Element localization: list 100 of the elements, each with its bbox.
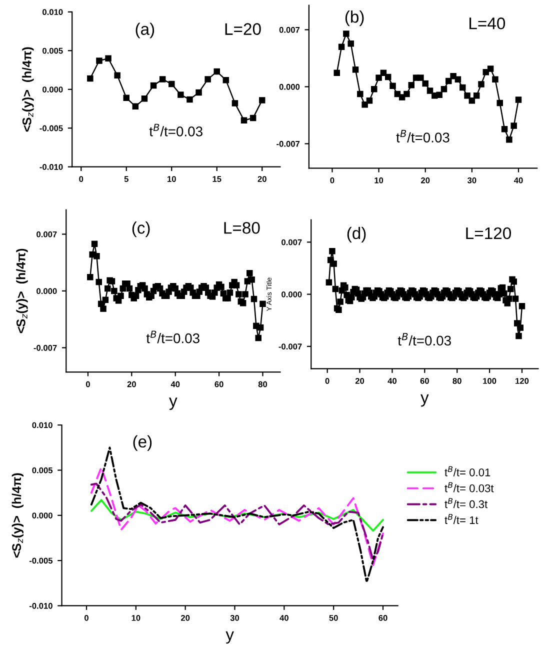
point xyxy=(492,76,498,83)
y-tick-label: -0.005 xyxy=(29,558,53,564)
y-tick-label: 0.000 xyxy=(32,512,52,518)
point xyxy=(178,92,184,98)
point xyxy=(338,44,345,50)
annotation: t$^{B}$/t=0.03 xyxy=(396,130,450,142)
y-tick-label: 0.007 xyxy=(36,231,57,238)
point xyxy=(464,92,470,99)
point xyxy=(408,82,415,88)
y-tick-label: 0.000 xyxy=(36,288,57,294)
x-axis-title: y xyxy=(226,631,234,644)
y-tick-label: 0.007 xyxy=(282,239,302,246)
annotation: t$^{B}$/t=0.03 xyxy=(398,333,451,346)
y-tick-label: 0.000 xyxy=(279,84,300,90)
y-tick-label: 0.010 xyxy=(32,422,52,428)
point xyxy=(390,82,396,90)
point xyxy=(232,100,238,106)
point xyxy=(150,82,157,89)
x-tick-label: 60 xyxy=(214,381,224,388)
point xyxy=(87,75,94,82)
x-tick-label: 10 xyxy=(132,614,140,621)
x-tick-label: 20 xyxy=(258,176,266,182)
annotation: L=120 xyxy=(466,227,511,240)
point xyxy=(258,97,266,104)
y-tick-label: -0.005 xyxy=(40,125,63,132)
x-tick-label: 0 xyxy=(79,176,84,182)
point xyxy=(418,74,424,81)
point xyxy=(501,126,508,132)
point xyxy=(250,114,256,122)
x-tick-label: 0 xyxy=(84,614,88,621)
point xyxy=(141,96,148,102)
annotation: (b) xyxy=(345,10,364,26)
point xyxy=(159,76,166,82)
legend-label: t$^{B}$/t= 1t xyxy=(444,514,478,524)
y-axis-title: <S$_{z}$(y)> (h/4π) xyxy=(22,47,34,132)
annotation: L=40 xyxy=(470,18,506,30)
y-axis-title: <S$_{z}$(y)> (h/4π) xyxy=(16,248,28,334)
y-tick-label: -0.010 xyxy=(29,602,52,609)
line-series xyxy=(90,466,384,566)
annotation: (d) xyxy=(347,226,366,242)
y-tick-label: 0.005 xyxy=(32,467,53,474)
point xyxy=(436,92,442,98)
legend-label: t$^{B}$/t= 0.3t xyxy=(444,498,488,508)
point xyxy=(426,88,434,94)
point xyxy=(478,81,484,88)
x-tick-label: 60 xyxy=(378,614,388,621)
x-tick-label: 15 xyxy=(212,176,222,182)
point xyxy=(473,92,480,99)
x-tick-label: 5 xyxy=(124,176,128,182)
x-tick-label: 20 xyxy=(421,177,430,184)
x-tick-label: 80 xyxy=(258,381,268,388)
point xyxy=(384,74,392,80)
point xyxy=(352,66,359,73)
point xyxy=(440,86,448,92)
x-tick-label: 40 xyxy=(170,381,180,388)
x-tick-label: 30 xyxy=(230,614,240,621)
x-tick-label: 10 xyxy=(374,177,384,184)
line-series xyxy=(90,499,384,532)
annotation: (c) xyxy=(132,222,150,238)
point xyxy=(105,55,112,62)
point xyxy=(348,40,354,47)
y-tick-label: -0.007 xyxy=(276,140,300,147)
x-tick-label: 60 xyxy=(420,378,429,384)
point xyxy=(357,90,364,98)
point xyxy=(487,66,494,72)
x-tick-label: 120 xyxy=(516,378,529,384)
point xyxy=(506,136,512,143)
point xyxy=(515,96,522,103)
point xyxy=(343,30,350,37)
point xyxy=(132,103,139,110)
point xyxy=(362,102,368,108)
x-tick-label: 10 xyxy=(168,176,176,182)
point xyxy=(123,94,130,102)
annotation: t$^{B}$/t=0.03 xyxy=(149,124,202,136)
y-tick-label: 0.007 xyxy=(279,26,300,33)
point xyxy=(376,74,382,81)
point xyxy=(459,84,466,91)
annotation: t$^{B}$/t=0.03 xyxy=(146,330,200,344)
point xyxy=(214,68,220,75)
point xyxy=(366,97,373,104)
annotation: L=20 xyxy=(225,23,261,35)
x-tick-label: 50 xyxy=(329,614,338,621)
x-tick-label: 100 xyxy=(483,378,496,384)
x-tick-label: 40 xyxy=(280,614,288,621)
x-tick-label: 0 xyxy=(86,381,90,388)
point xyxy=(186,96,193,103)
x-axis-title: y xyxy=(420,394,429,407)
y-tick-label: 0.000 xyxy=(282,291,302,298)
point xyxy=(96,58,102,64)
y-tick-label: 0.005 xyxy=(42,48,63,54)
point xyxy=(222,76,230,84)
y-tick-label: -0.007 xyxy=(278,344,302,350)
y-axis-title: <S$_{z}$(y)> (h/4π) xyxy=(12,473,24,558)
line-series xyxy=(90,482,384,562)
y-tick-label: 0.010 xyxy=(42,9,63,16)
point xyxy=(446,78,452,84)
x-tick-label: 0 xyxy=(325,378,330,384)
x-tick-label: 40 xyxy=(388,378,397,384)
point xyxy=(196,89,202,96)
point xyxy=(168,80,175,88)
